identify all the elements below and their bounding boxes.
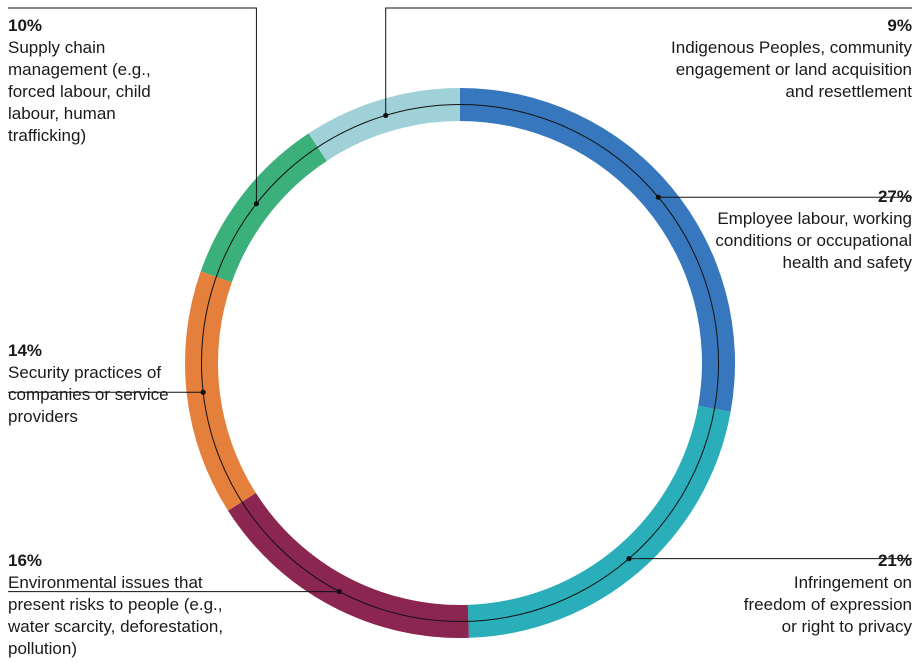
label-supply: 10% Supply chain management (e.g., force… bbox=[8, 15, 188, 147]
label-employee: 27% Employee labour, working conditions … bbox=[652, 186, 912, 274]
text-supply: Supply chain management (e.g., forced la… bbox=[8, 38, 151, 145]
donut-slices bbox=[185, 88, 736, 638]
leader-lines bbox=[8, 7, 912, 595]
pct-security: 14% bbox=[8, 341, 43, 360]
label-security: 14% Security practices of companies or s… bbox=[8, 340, 178, 428]
leader-line-indigenous bbox=[385, 7, 912, 116]
text-security: Security practices of companies or servi… bbox=[8, 363, 169, 426]
text-employee: Employee labour, working conditions or o… bbox=[715, 209, 912, 272]
pct-indigenous: 9% bbox=[887, 16, 912, 35]
slice-freedom bbox=[467, 405, 731, 638]
slice-employee bbox=[460, 88, 736, 412]
pct-environment: 16% bbox=[8, 551, 43, 570]
text-environment: Environmental issues that present risks … bbox=[8, 573, 224, 658]
pct-supply: 10% bbox=[8, 16, 43, 35]
leader-line-supply bbox=[8, 7, 257, 204]
slice-indigenous bbox=[308, 88, 460, 161]
text-indigenous: Indigenous Peoples, community engagement… bbox=[671, 38, 912, 101]
pct-employee: 27% bbox=[877, 187, 912, 206]
text-freedom: Infringement on freedom of expression or… bbox=[743, 573, 912, 636]
pct-freedom: 21% bbox=[877, 551, 912, 570]
slice-supply bbox=[200, 133, 327, 283]
slice-security bbox=[185, 271, 256, 511]
slice-environment bbox=[228, 492, 469, 638]
guide-ring bbox=[201, 104, 719, 622]
label-freedom: 21% Infringement on freedom of expressio… bbox=[652, 550, 912, 638]
label-environment: 16% Environmental issues that present ri… bbox=[8, 550, 268, 660]
label-indigenous: 9% Indigenous Peoples, community engagem… bbox=[662, 15, 912, 103]
